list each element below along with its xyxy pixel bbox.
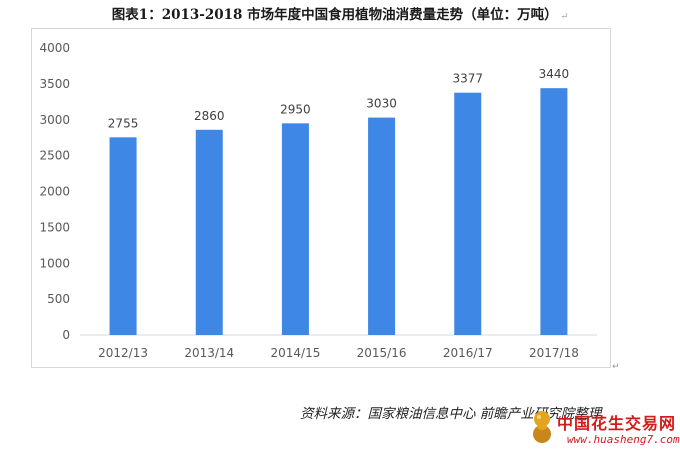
y-tick-label: 3500	[39, 77, 70, 91]
bar	[368, 117, 396, 335]
x-tick-label: 2014/15	[270, 346, 320, 360]
bar	[195, 129, 223, 335]
watermark-name: 中国花生交易网	[557, 414, 677, 433]
data-label: 3377	[452, 72, 483, 86]
source-text: 资料来源：国家粮油信息中心 前瞻产业研究院整理	[300, 406, 602, 422]
chart-title-text: 图表1：2013-2018 市场年度中国食用植物油消费量走势（单位：万吨）	[111, 7, 558, 23]
y-tick-label: 3000	[39, 113, 70, 127]
y-tick-label: 500	[47, 292, 70, 306]
y-tick-label: 1500	[39, 220, 70, 234]
watermark-url: www.huasheng7.com	[567, 433, 680, 446]
bar-chart: 0 500 1000 1500 2000 2500 3000 3500 4000 2755 2012…	[39, 41, 597, 360]
peanut-logo-icon	[533, 411, 551, 443]
y-tick-label: 1000	[39, 256, 70, 270]
bar	[109, 137, 137, 335]
x-tick-label: 2013/14	[184, 346, 234, 360]
chart-title: 图表1：2013-2018 市场年度中国食用植物油消费量走势（单位：万吨） ↵	[0, 3, 680, 23]
source-note: 资料来源：国家粮油信息中心 前瞻产业研究院整理	[300, 402, 601, 422]
y-tick-label: 0	[62, 328, 70, 342]
chart-frame	[31, 28, 611, 368]
watermark: 中国花生交易网 www.huasheng7.com	[527, 409, 680, 449]
x-tick-label: 2012/13	[98, 346, 148, 360]
paragraph-mark: ↵	[560, 12, 569, 22]
data-label: 3030	[366, 97, 397, 111]
bar	[454, 92, 482, 335]
data-label: 2860	[194, 109, 225, 123]
y-tick-label: 2500	[39, 149, 70, 163]
data-label: 2755	[108, 116, 139, 130]
y-tick-label: 4000	[39, 41, 70, 55]
data-label: 3440	[539, 67, 570, 81]
x-tick-label: 2017/18	[529, 346, 579, 360]
bar	[540, 88, 568, 336]
x-tick-label: 2016/17	[443, 346, 493, 360]
bar	[281, 123, 309, 336]
y-tick-label: 2000	[39, 185, 70, 199]
x-tick-label: 2015/16	[357, 346, 407, 360]
data-label: 2950	[280, 102, 311, 116]
paragraph-mark: ↵	[612, 362, 620, 372]
